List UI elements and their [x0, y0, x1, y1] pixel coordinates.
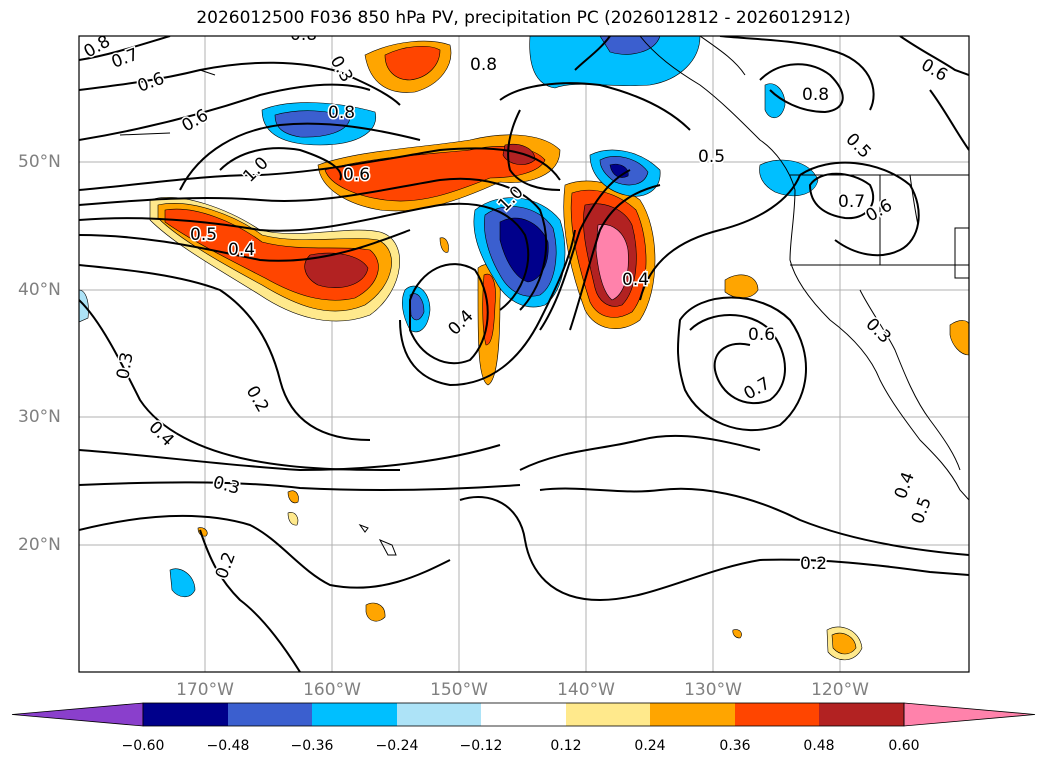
colorbar-extend-max	[903, 702, 1036, 727]
colorbar-tick-label: 0.36	[719, 738, 751, 754]
contour-label: 0.4	[622, 270, 649, 290]
lat-label-30n: 30°N	[18, 407, 61, 427]
colorbar-tick-label: −0.60	[121, 738, 165, 754]
lon-label-170w: 170°W	[176, 680, 234, 700]
contour-label: 0.6	[863, 195, 896, 226]
map-title: 2026012500 F036 850 hPa PV, precipitatio…	[196, 8, 851, 28]
lon-label-150w: 150°W	[430, 680, 488, 700]
colorbar-bin	[735, 703, 819, 726]
lat-label-40n: 40°N	[18, 280, 61, 300]
contour-label: 0.6	[918, 55, 951, 86]
colorbar-bin	[228, 703, 312, 726]
contour-label: 1.0	[239, 153, 272, 186]
graticule	[79, 36, 969, 672]
contour-label: 0.8	[328, 103, 355, 123]
contour-label: 0.8	[470, 55, 497, 75]
pv-contours	[79, 36, 969, 672]
lon-label-130w: 130°W	[684, 680, 742, 700]
contour-label: 0.8	[802, 85, 829, 105]
colorbar-tick-label: −0.36	[290, 738, 334, 754]
colorbar-bin	[143, 703, 228, 726]
lon-label-120w: 120°W	[811, 680, 869, 700]
colorbar-bin	[650, 703, 735, 726]
colorbar-extend-min	[11, 702, 144, 727]
lon-label-160w: 160°W	[303, 680, 361, 700]
colorbar-tick-label: −0.12	[459, 738, 503, 754]
contour-label: 0.3	[326, 53, 357, 86]
colorbar-tick-label: 0.12	[550, 738, 582, 754]
contour-label: 0.2	[242, 383, 273, 416]
contour-label: 0.5	[841, 129, 874, 162]
contour-label: 0.5	[908, 494, 936, 526]
contour-label: 0.8	[290, 25, 317, 45]
lon-label-140w: 140°W	[557, 680, 615, 700]
contour-label: 0.3	[113, 351, 137, 381]
colorbar-tick-label: −0.24	[375, 738, 419, 754]
lat-label-50n: 50°N	[18, 152, 61, 172]
contour-label: 0.4	[444, 306, 477, 339]
coastline	[119, 36, 969, 556]
colorbar-tick-label: 0.60	[888, 738, 920, 754]
contour-label: 0.2	[800, 554, 827, 574]
colorbar-tick-label: 0.24	[634, 738, 666, 754]
colorbar	[11, 702, 1036, 727]
contour-label: 0.2	[212, 549, 240, 581]
colorbar-bin	[819, 703, 904, 726]
contour-label: 0.4	[891, 469, 919, 501]
colorbar-tick-label: −0.48	[206, 738, 250, 754]
contour-label: 0.5	[698, 147, 725, 167]
contour-label: 0.5	[190, 225, 217, 245]
colorbar-tick-label: 0.48	[803, 738, 835, 754]
contour-label: 0.6	[343, 165, 370, 185]
colorbar-outline	[142, 702, 905, 727]
map-frame	[78, 35, 970, 673]
contour-label: 0.3	[861, 314, 894, 347]
colorbar-bin	[566, 703, 650, 726]
contour-label: 0.7	[838, 192, 865, 212]
contour-label: 0.6	[748, 325, 775, 345]
contour-label: 0.6	[135, 69, 167, 97]
contour-label: 0.3	[211, 473, 242, 499]
contour-label: 0.4	[228, 240, 255, 260]
lat-label-20n: 20°N	[18, 535, 61, 555]
colorbar-bin	[312, 703, 397, 726]
precip-shading	[79, 36, 969, 661]
contour-label: 0.4	[144, 417, 177, 450]
colorbar-bin	[481, 703, 566, 726]
contour-labels: 0.80.70.60.6 0.81.0 0.60.50.41.00.40.40.80…	[79, 25, 952, 583]
contour-label: 0.6	[179, 105, 212, 136]
colorbar-bin	[397, 703, 481, 726]
